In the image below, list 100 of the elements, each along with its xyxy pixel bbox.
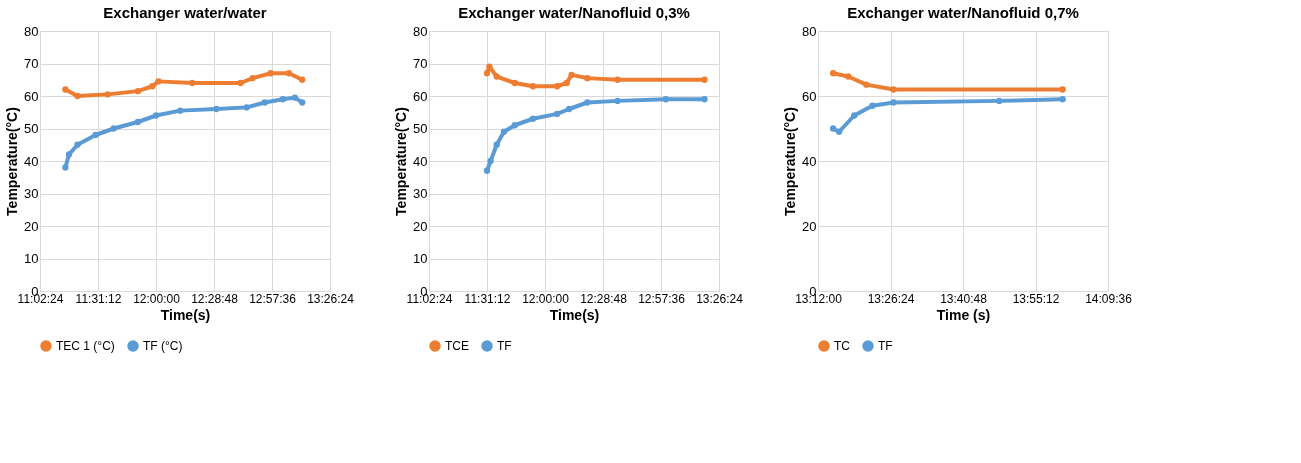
y-axis-title: Temperature(°C): [4, 107, 21, 216]
y-tick-label: 60: [24, 88, 39, 104]
point: [529, 83, 537, 90]
point: [65, 151, 73, 158]
point: [1059, 96, 1066, 103]
point: [104, 91, 111, 98]
point: [285, 70, 293, 77]
y-axis-title: Temperature(°C): [393, 107, 410, 216]
point: [851, 112, 858, 119]
point: [155, 78, 162, 85]
point: [511, 79, 518, 87]
chart-title: Exchanger water/Nanofluid 0,7%: [847, 4, 1079, 21]
point: [291, 94, 299, 101]
point: [584, 99, 591, 106]
x-tick-label: 13:55:12: [1012, 291, 1060, 306]
y-tick-label: 50: [24, 121, 39, 136]
y-tick-label: 20: [413, 218, 428, 234]
point: [662, 96, 669, 103]
x-tick-label: 12:00:00: [133, 291, 181, 306]
legend-label: TF (°C): [143, 339, 183, 353]
y-tick-label: 30: [24, 186, 39, 201]
y-tick-label: 10: [413, 251, 428, 266]
y-tick-label: 50: [413, 121, 428, 136]
point: [486, 63, 493, 70]
legend-label: TF: [497, 339, 512, 353]
y-axis-title: Temperature(°C): [782, 107, 799, 216]
x-tick-label: 13:26:24: [867, 291, 915, 306]
x-tick-label: 12:28:48: [580, 291, 628, 306]
y-tick-label: 60: [413, 88, 428, 104]
point: [890, 99, 897, 106]
point: [493, 73, 500, 80]
point: [279, 96, 287, 103]
point: [189, 79, 196, 87]
y-tick-label: 60: [802, 88, 817, 104]
point: [261, 99, 268, 106]
y-tick-label: 40: [413, 153, 428, 169]
y-tick-label: 20: [24, 218, 39, 234]
y-tick-label: 40: [24, 153, 39, 169]
x-axis-title: Time(s): [549, 306, 600, 323]
point: [299, 76, 306, 83]
point: [845, 73, 852, 80]
y-tick-label: 10: [24, 251, 39, 266]
y-tick-label: 20: [802, 218, 817, 234]
y-tick-label: 70: [24, 56, 39, 71]
point: [249, 74, 256, 82]
x-tick-label: 13:40:48: [940, 291, 988, 306]
point: [267, 70, 274, 77]
chart-title: Exchanger water/water: [103, 4, 267, 21]
legend-label: TC: [834, 339, 851, 353]
point: [996, 97, 1003, 105]
x-tick-label: 13:26:24: [696, 291, 744, 306]
point: [511, 122, 518, 129]
point: [487, 157, 494, 165]
point: [483, 70, 491, 77]
y-tick-label: 70: [413, 56, 428, 71]
point: [614, 76, 621, 83]
point: [566, 105, 573, 113]
legend-label: TCE: [445, 339, 469, 353]
point: [584, 74, 591, 82]
point: [553, 83, 561, 90]
point: [829, 125, 837, 132]
x-tick-label: 13:26:24: [307, 291, 355, 306]
point: [62, 164, 69, 171]
y-tick-label: 80: [802, 23, 817, 39]
y-tick-label: 80: [24, 23, 39, 39]
x-tick-label: 11:31:12: [464, 291, 511, 306]
point: [529, 115, 537, 122]
x-tick-label: 11:31:12: [75, 291, 122, 306]
point: [863, 81, 870, 88]
point: [701, 76, 708, 83]
point: [134, 87, 142, 95]
x-tick-label: 12:00:00: [522, 291, 570, 306]
point: [614, 97, 621, 105]
x-tick-label: 14:09:36: [1085, 291, 1133, 306]
point: [152, 112, 160, 119]
point: [62, 86, 69, 93]
point: [149, 83, 156, 90]
point: [500, 128, 508, 135]
x-axis-title: Time (s): [936, 306, 991, 323]
point: [134, 118, 142, 126]
x-tick-label: 12:57:36: [249, 291, 297, 306]
point: [74, 141, 81, 148]
x-tick-label: 12:28:48: [191, 291, 239, 306]
point: [493, 141, 500, 148]
point: [835, 128, 843, 135]
x-axis-title: Time(s): [160, 306, 211, 323]
point: [299, 99, 306, 106]
point: [213, 105, 220, 113]
chart-title: Exchanger water/Nanofluid 0,3%: [458, 4, 690, 21]
legend-label: TEC 1 (°C): [56, 339, 115, 353]
point: [1059, 86, 1066, 93]
point: [237, 79, 244, 87]
point: [563, 79, 570, 87]
point: [177, 107, 184, 114]
point: [701, 96, 708, 103]
x-tick-label: 12:57:36: [638, 291, 686, 306]
legend-label: TF: [878, 339, 893, 353]
point: [869, 102, 876, 109]
point: [74, 92, 81, 100]
y-tick-label: 80: [413, 23, 428, 39]
